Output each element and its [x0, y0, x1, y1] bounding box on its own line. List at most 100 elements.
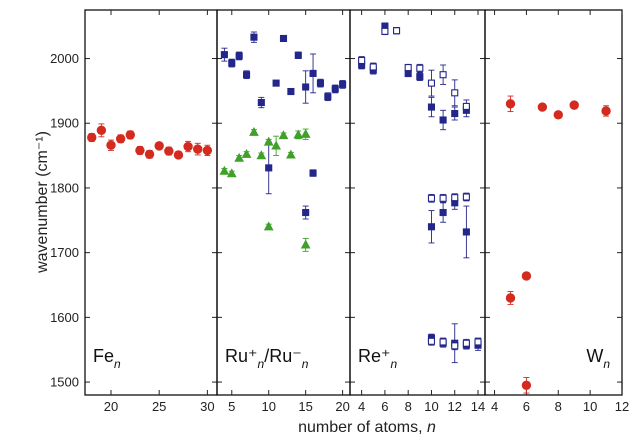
data-point — [154, 141, 164, 151]
data-point — [369, 63, 377, 71]
data-point — [272, 79, 280, 87]
data-point — [439, 338, 447, 346]
data-point — [293, 129, 304, 139]
data-point — [339, 80, 347, 88]
data-point — [125, 130, 135, 140]
data-point — [228, 59, 236, 67]
panel-label-text: Ru⁺ — [225, 346, 258, 366]
data-point — [263, 221, 274, 231]
data-point — [324, 93, 332, 101]
data-point — [439, 71, 447, 79]
data-point — [439, 116, 447, 124]
data-point — [505, 99, 516, 109]
data-point — [462, 339, 470, 347]
x-tick-label: 30 — [200, 399, 214, 414]
x-axis-title-variable: n — [427, 419, 436, 436]
panel-frame — [484, 9, 623, 396]
data-point — [300, 128, 311, 138]
data-point — [427, 194, 436, 202]
x-tick-label: 20 — [335, 399, 349, 414]
data-point — [271, 140, 281, 150]
data-point — [451, 342, 459, 350]
data-point — [219, 165, 230, 175]
panel-label: Fen — [93, 346, 121, 371]
panel-frame — [216, 9, 351, 396]
x-tick-label: 4 — [358, 399, 365, 414]
data-point — [427, 223, 436, 231]
x-tick-label: 12 — [615, 399, 629, 414]
data-point — [462, 102, 470, 110]
x-tick-label: 6 — [381, 399, 388, 414]
data-point — [263, 136, 274, 146]
data-point — [381, 27, 389, 35]
data-point — [235, 52, 243, 60]
data-point — [462, 193, 470, 201]
panel-label: Ru⁺n/Ru⁻n — [225, 346, 309, 371]
data-point — [309, 69, 317, 77]
y-tick-label: 2000 — [50, 51, 79, 66]
panel-label: Re⁺n — [358, 346, 398, 371]
x-tick-label: 14 — [471, 399, 485, 414]
panel-label-subscript: n — [391, 357, 398, 371]
data-point — [439, 194, 447, 202]
y-tick-label: 1700 — [50, 245, 79, 260]
data-point — [257, 98, 265, 107]
x-tick-label: 6 — [523, 399, 530, 414]
data-point — [183, 141, 193, 152]
data-point — [302, 83, 310, 91]
y-tick-label: 1600 — [50, 310, 79, 325]
data-point — [287, 87, 295, 96]
x-tick-label: 10 — [261, 399, 275, 414]
data-point — [521, 271, 532, 281]
panel-label-subscript: n — [302, 357, 309, 371]
x-tick-label: 10 — [583, 399, 597, 414]
data-point — [331, 85, 339, 93]
data-point — [249, 126, 259, 136]
y-tick-label: 1800 — [50, 180, 79, 195]
data-point — [521, 380, 532, 390]
data-point — [279, 34, 288, 43]
panel-label-separator: / — [264, 346, 269, 366]
x-tick-label: 5 — [228, 399, 235, 414]
x-tick-label: 10 — [424, 399, 438, 414]
data-point — [393, 27, 401, 35]
data-point — [451, 194, 459, 202]
data-point — [427, 103, 436, 111]
panel-label-subscript: n — [603, 357, 610, 371]
x-tick-label: 4 — [491, 399, 498, 414]
data-point — [537, 102, 548, 112]
data-point — [451, 109, 459, 118]
panel-label-text: Fe — [93, 346, 114, 366]
data-point — [302, 208, 310, 217]
data-point — [265, 164, 273, 172]
data-point — [451, 89, 459, 97]
panel-label-text: W — [586, 346, 603, 366]
data-point — [427, 337, 436, 345]
data-point — [256, 150, 267, 160]
panel-label: Wn — [586, 346, 610, 371]
data-point — [135, 145, 145, 156]
data-point — [173, 150, 184, 160]
data-point — [300, 239, 311, 249]
x-tick-label: 15 — [298, 399, 312, 414]
data-point — [250, 33, 258, 41]
data-point — [220, 51, 228, 59]
data-point — [96, 125, 107, 136]
data-point — [164, 146, 174, 156]
panel-label-text: Ru⁻ — [269, 346, 302, 366]
data-point — [309, 169, 317, 177]
data-point — [316, 79, 324, 87]
data-point — [404, 69, 412, 77]
data-point — [416, 64, 424, 72]
data-point — [569, 100, 579, 110]
data-point — [241, 148, 252, 158]
data-point — [278, 130, 289, 140]
data-point — [294, 51, 302, 59]
y-axis-title: wavenumber (cm⁻¹) — [34, 131, 51, 274]
data-point — [553, 110, 563, 120]
panel-label-subscript: n — [114, 357, 121, 371]
data-point — [144, 149, 155, 159]
data-point — [202, 145, 213, 156]
data-point — [404, 64, 412, 72]
